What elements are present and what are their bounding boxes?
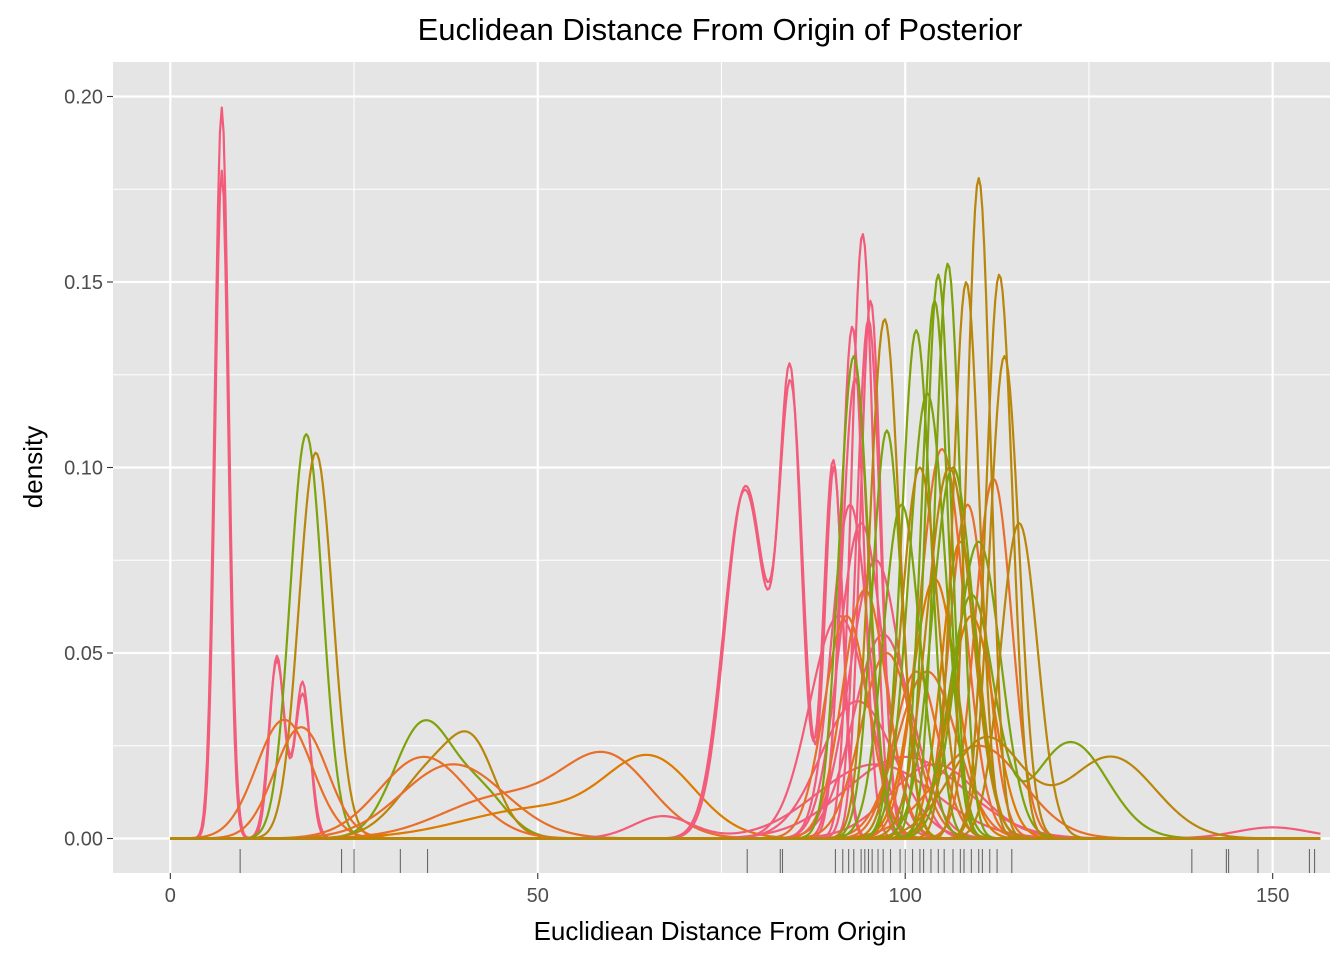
density-line-60 — [170, 735, 1321, 840]
y-axis-title: density — [18, 426, 48, 508]
x-tick-label: 50 — [527, 885, 549, 907]
y-tick-label: 0.05 — [64, 643, 103, 665]
y-tick-label: 0.15 — [64, 272, 103, 294]
y-tick-label: 0.00 — [64, 828, 103, 850]
chart-title: Euclidean Distance From Origin of Poster… — [418, 12, 1023, 47]
y-tick-label: 0.20 — [64, 87, 103, 109]
x-tick-label: 0 — [165, 885, 176, 907]
density-curves — [170, 106, 1321, 840]
x-axis-title: Euclidiean Distance From Origin — [534, 916, 907, 946]
x-tick-label: 150 — [1256, 885, 1289, 907]
rug-marks — [239, 849, 1316, 873]
x-tick-label: 100 — [889, 885, 922, 907]
y-tick-label: 0.10 — [64, 458, 103, 480]
